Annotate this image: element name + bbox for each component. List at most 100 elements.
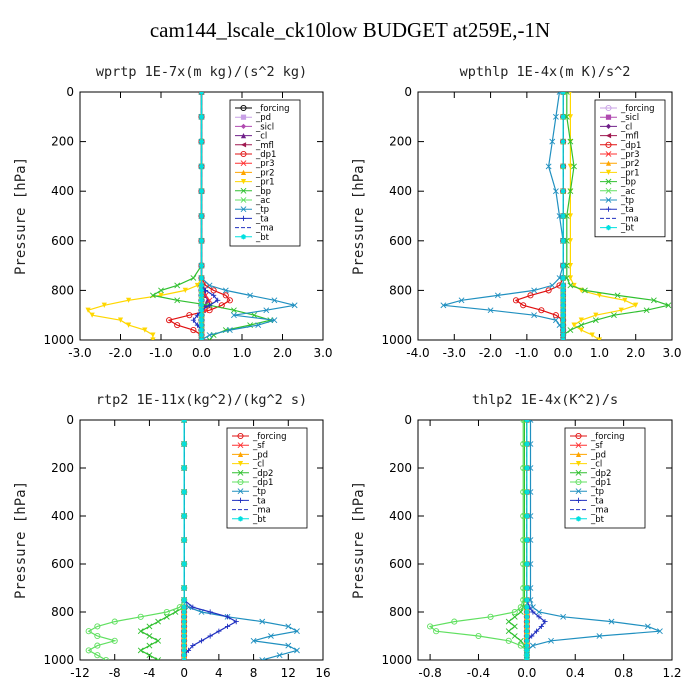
legend-marker [605,160,612,166]
panel-title: wprtp 1E-7x(m kg)/(s^2 kg) [96,64,307,80]
legend-label: _sf [252,441,266,451]
legend-marker [237,497,244,503]
legend-label: _pr1 [255,178,275,188]
data-point [89,312,95,318]
data-point [181,585,187,591]
x-tick-label: -2.0 [109,346,132,360]
data-point [517,604,524,611]
data-point [198,282,205,289]
series-bt [560,92,566,340]
data-point [524,614,530,620]
legend-marker [237,432,244,440]
legend: _forcing_sicl_cl_mfl_dp1_pr3_pr2_pr1_bp_… [594,99,666,238]
data-point [158,292,164,298]
data-point [427,623,434,630]
data-point [198,327,205,333]
data-point [206,337,213,340]
data-point [198,322,205,328]
data-point [276,652,283,659]
legend-label: _pr1 [620,168,640,178]
plot-area [85,420,300,660]
legend-label: _forcing [252,432,287,442]
data-point [146,652,153,659]
data-point [524,643,530,649]
legend-label: _pd [590,450,606,460]
data-point [560,238,566,244]
data-point [567,327,574,333]
x-tick-label: 1.2 [662,666,681,680]
data-point [567,263,573,269]
data-point [198,332,205,338]
data-point [578,327,584,333]
data-point [538,623,544,629]
data-point [567,213,573,219]
legend-label: _bt [590,515,605,525]
data-point [198,638,205,644]
legend-marker [605,123,612,129]
data-point [608,618,615,625]
y-tick-label: 400 [51,509,74,523]
legend-marker [240,104,247,112]
data-point [511,608,518,616]
legend-marker [240,187,247,194]
data-point [529,642,536,649]
legend-marker [240,197,247,203]
data-point [560,188,566,194]
legend-label: _dp2 [590,469,611,479]
data-point [216,628,222,634]
data-point [181,513,187,519]
data-point [215,297,221,303]
data-point [146,623,153,630]
y-axis-label: Pressure [hPa] [13,157,29,275]
data-point [433,628,440,635]
data-point [207,302,213,308]
x-tick-label: -0.4 [467,666,490,680]
data-point [181,604,187,610]
x-tick-label: 8 [250,666,258,680]
data-point [524,561,530,567]
data-point [517,609,524,615]
legend-label: _cl [252,460,264,470]
data-point [524,585,530,591]
data-point [149,292,156,299]
y-tick-label: 800 [51,283,74,297]
y-tick-label: 1000 [43,333,74,347]
y-axis-label: Pressure [hPa] [351,481,367,599]
data-point [198,287,205,293]
data-point [567,275,573,281]
data-point [94,642,101,649]
data-point [190,643,196,649]
data-point [268,633,274,639]
x-tick-label: -3.0 [68,346,91,360]
legend: _forcing_pd_sicl_cl_mfl_dp1_pr3_pr2_pr1_… [229,99,301,247]
series-bt [524,420,530,660]
y-tick-label: 0 [66,85,74,99]
legend-marker [240,169,247,175]
data-point [524,441,530,447]
legend-marker [605,104,612,112]
data-point [643,307,650,314]
x-tick-label: 4 [215,666,223,680]
data-point [549,282,556,289]
data-point [511,623,518,630]
data-point [560,292,566,298]
data-point [181,628,187,634]
data-point [285,623,292,630]
data-point [194,282,201,289]
data-point [524,623,530,629]
y-tick-label: 200 [51,135,74,149]
data-point [524,513,530,519]
legend-label: _forcing [620,104,655,114]
data-point [560,332,566,338]
x-tick-label: -8 [109,666,121,680]
data-point [524,647,530,653]
data-point [94,623,101,630]
legend-marker [240,142,247,148]
data-point [527,292,534,299]
data-point [207,633,213,639]
legend-label: _tp [252,487,266,497]
data-point [560,275,566,281]
data-point [198,302,205,308]
data-point [560,114,566,120]
